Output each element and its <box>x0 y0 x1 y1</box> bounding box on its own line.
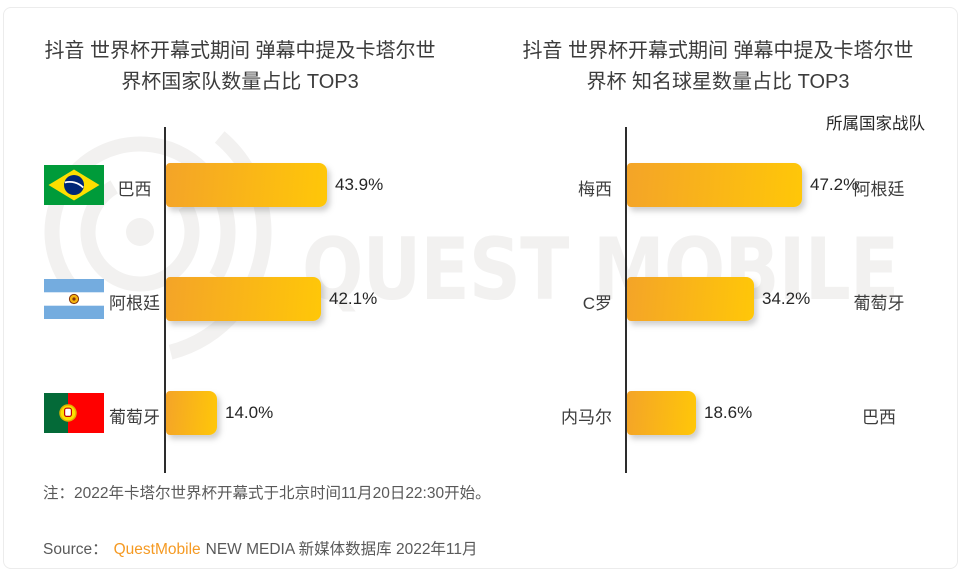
bar-neymar <box>627 391 696 435</box>
left-chart-title-line2: 界杯国家队数量占比 TOP3 <box>121 71 359 93</box>
left-chart-row-brazil: 巴西 43.9% <box>0 163 960 207</box>
bar-argentina <box>166 277 321 321</box>
team-column-header: 所属国家战队 <box>826 115 925 133</box>
player-label: 梅西 <box>578 180 612 199</box>
right-chart-title-line1: 抖音 世界杯开幕式期间 弹幕中提及卡塔尔世 <box>522 40 914 62</box>
category-label: 阿根廷 <box>109 294 160 313</box>
value-label: 42.1% <box>329 289 378 308</box>
team-label: 阿根廷 <box>853 180 905 199</box>
source-suffix: NEW MEDIA 新媒体数据库 2022年11月 <box>205 541 478 558</box>
left-chart-title: 抖音 世界杯开幕式期间 弹幕中提及卡塔尔世 界杯国家队数量占比 TOP3 <box>20 36 460 98</box>
team-label: 巴西 <box>862 408 896 427</box>
left-chart-row-argentina: 阿根廷 42.1% <box>0 277 960 321</box>
source-brand: QuestMobile <box>113 541 201 558</box>
source-line: Source： QuestMobile NEW MEDIA 新媒体数据库 2022年… <box>43 537 478 559</box>
right-chart-axis <box>625 127 627 473</box>
bar-portugal <box>166 391 217 435</box>
left-chart-row-portugal: 葡萄牙 14.0% <box>0 391 960 435</box>
left-chart-axis <box>164 127 166 473</box>
right-chart-row-ronaldo: C罗 34.2% 葡萄牙 <box>0 277 960 321</box>
value-label: 18.6% <box>704 403 753 422</box>
flag-argentina-icon <box>44 279 104 319</box>
right-chart-row-neymar: 内马尔 18.6% 巴西 <box>0 391 960 435</box>
watermark-text: QUEST MOBILE <box>302 220 899 320</box>
footnote: 注：2022年卡塔尔世界杯开幕式于北京时间11月20日22:30开始。 <box>43 485 491 502</box>
bar-ronaldo <box>627 277 754 321</box>
left-chart-title-line1: 抖音 世界杯开幕式期间 弹幕中提及卡塔尔世 <box>44 40 436 62</box>
category-label: 巴西 <box>117 180 152 199</box>
right-chart-title: 抖音 世界杯开幕式期间 弹幕中提及卡塔尔世 界杯 知名球星数量占比 TOP3 <box>498 36 938 98</box>
player-label: C罗 <box>582 294 612 313</box>
questmobile-logo-icon <box>8 100 272 364</box>
player-label: 内马尔 <box>561 408 612 427</box>
flag-brazil-icon <box>44 165 104 205</box>
value-label: 14.0% <box>225 403 274 422</box>
value-label: 43.9% <box>335 175 384 194</box>
value-label: 34.2% <box>762 289 811 308</box>
source-prefix: Source： <box>43 541 108 558</box>
flag-portugal-icon <box>44 393 104 433</box>
bar-messi <box>627 163 802 207</box>
right-chart-row-messi: 梅西 47.2% 阿根廷 <box>0 163 960 207</box>
right-chart-title-line2: 界杯 知名球星数量占比 TOP3 <box>586 71 850 93</box>
team-label: 葡萄牙 <box>853 294 905 313</box>
bar-brazil <box>166 163 327 207</box>
category-label: 葡萄牙 <box>109 408 160 427</box>
value-label: 47.2% <box>810 175 859 194</box>
